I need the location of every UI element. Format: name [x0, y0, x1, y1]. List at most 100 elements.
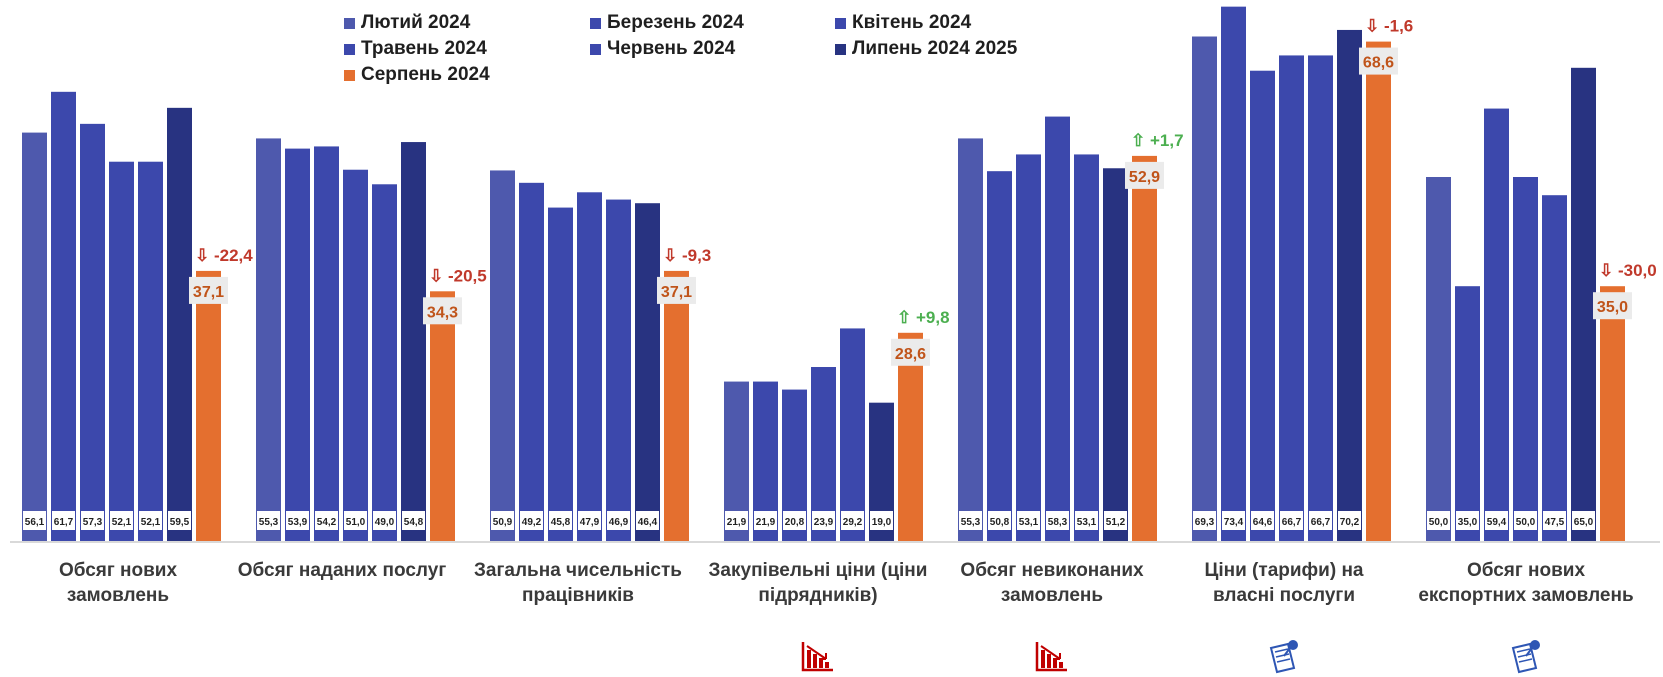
- value-label: 47,9: [580, 517, 600, 528]
- legend-item: Червень 2024: [590, 38, 735, 60]
- value-label-bg: [520, 511, 543, 530]
- value-label-bg: [725, 511, 748, 530]
- bar: [167, 107, 192, 541]
- highlight-label-bg: [189, 276, 228, 304]
- category-label-line: Ціни (тарифи) на: [1204, 560, 1364, 581]
- value-label: 50,0: [1429, 517, 1449, 528]
- highlight-label-bg: [1593, 292, 1632, 320]
- bar: [285, 148, 310, 541]
- value-label: 20,8: [785, 517, 805, 528]
- value-label-bg: [841, 511, 864, 530]
- value-label-bg: [1222, 511, 1245, 530]
- legend-label: Лютий 2024: [361, 12, 471, 33]
- bar: [80, 123, 105, 541]
- value-label: 51,2: [1106, 517, 1126, 528]
- value-label: 46,4: [638, 517, 658, 528]
- bar: [196, 270, 221, 541]
- category-label: Закупівельні ціни (ціни підрядників): [698, 558, 938, 608]
- value-label-bg: [81, 511, 104, 530]
- bar: [987, 171, 1012, 541]
- value-label-bg: [315, 511, 338, 530]
- value-label: 50,0: [1516, 517, 1536, 528]
- bar: [1250, 70, 1275, 541]
- bar: [343, 169, 368, 541]
- change-label: ⇩ -30,0: [1599, 261, 1657, 280]
- value-label-bg: [549, 511, 572, 530]
- value-label: 50,8: [990, 517, 1010, 528]
- bar: [490, 170, 515, 541]
- highlight-value-label: 28,6: [895, 346, 926, 363]
- value-label: 53,1: [1077, 517, 1097, 528]
- value-label: 65,0: [1574, 517, 1594, 528]
- value-label-bg: [286, 511, 309, 530]
- declining-chart-icon: [1035, 642, 1067, 672]
- bar: [1600, 286, 1625, 541]
- bar: [577, 192, 602, 541]
- value-label: 29,2: [843, 517, 863, 528]
- value-label-bg: [1543, 511, 1566, 530]
- value-label-bg: [1456, 511, 1479, 530]
- category-label-line: Обсяг нових: [58, 560, 178, 581]
- value-label-bg: [1104, 511, 1127, 530]
- value-label: 53,9: [288, 517, 308, 528]
- value-label: 66,7: [1311, 517, 1331, 528]
- bar-group: 50,0 35,0 59,4 50,0 47,5 65,0 35,0 ⇩ -30,0: [1426, 67, 1657, 542]
- category-label: Обсяг нових замовлень: [0, 558, 238, 608]
- value-label: 47,5: [1545, 517, 1565, 528]
- bar: [1484, 108, 1509, 542]
- value-label: 52,1: [141, 517, 161, 528]
- value-label-bg: [110, 511, 133, 530]
- value-label: 69,3: [1195, 517, 1215, 528]
- bar: [1192, 36, 1217, 541]
- legend-item: Лютий 2024: [344, 12, 470, 34]
- value-label-bg: [1280, 511, 1303, 530]
- value-label: 66,7: [1282, 517, 1302, 528]
- value-label-bg: [1309, 511, 1332, 530]
- category-label: Обсяг невиконаних замовлень: [932, 558, 1172, 608]
- bar: [1016, 154, 1041, 541]
- value-label: 21,9: [756, 517, 776, 528]
- bar: [898, 332, 923, 541]
- highlight-value-label: 37,1: [193, 284, 224, 301]
- bar: [1337, 29, 1362, 541]
- value-label-bg: [607, 511, 630, 530]
- value-label-bg: [812, 511, 835, 530]
- change-label: ⇩ -20,5: [429, 266, 487, 285]
- value-label: 35,0: [1458, 517, 1478, 528]
- value-label-bg: [1075, 511, 1098, 530]
- legend-label: Червень 2024: [607, 38, 736, 59]
- category-label-line: Обсяг нових: [1466, 560, 1586, 581]
- legend-label: Липень 2024 2025: [852, 38, 1018, 59]
- bar: [1132, 155, 1157, 541]
- bar: [430, 291, 455, 541]
- value-label-bg: [636, 511, 659, 530]
- pinned-note-icon: [1269, 640, 1298, 674]
- bar: [1513, 177, 1538, 541]
- category-label-line: власні послуги: [1212, 585, 1356, 606]
- category-label-line: Обсяг наданих послуг: [237, 560, 447, 581]
- value-label-bg: [1514, 511, 1537, 530]
- legend-label: Березень 2024: [607, 12, 744, 33]
- value-label-bg: [23, 511, 46, 530]
- value-label-bg: [1338, 511, 1361, 530]
- legend-item: Березень 2024: [590, 12, 744, 34]
- value-label: 50,9: [493, 517, 513, 528]
- value-label-bg: [257, 511, 280, 530]
- pinned-note-icon: [1511, 640, 1540, 674]
- legend-item: Травень 2024: [344, 38, 487, 60]
- bar-group: 69,3 73,4 64,6 66,7 66,7 70,2 68,6 ⇩ -1,6: [1192, 6, 1413, 541]
- bar-group: 55,3 50,8 53,1 58,3 53,1 51,2 52,9 ⇧ +1,7: [958, 116, 1184, 542]
- value-label-bg: [373, 511, 396, 530]
- value-label: 64,6: [1253, 517, 1273, 528]
- category-label-line: замовлень: [66, 585, 170, 606]
- bar: [1103, 168, 1128, 542]
- value-label: 45,8: [551, 517, 571, 528]
- value-label: 54,8: [404, 517, 424, 528]
- bar: [1045, 116, 1070, 542]
- bar: [1542, 195, 1567, 541]
- legend-swatch: [344, 17, 355, 29]
- highlight-label-bg: [1359, 47, 1398, 75]
- legend-swatch: [835, 17, 846, 29]
- highlight-value-label: 52,9: [1129, 169, 1160, 186]
- bar: [22, 132, 47, 542]
